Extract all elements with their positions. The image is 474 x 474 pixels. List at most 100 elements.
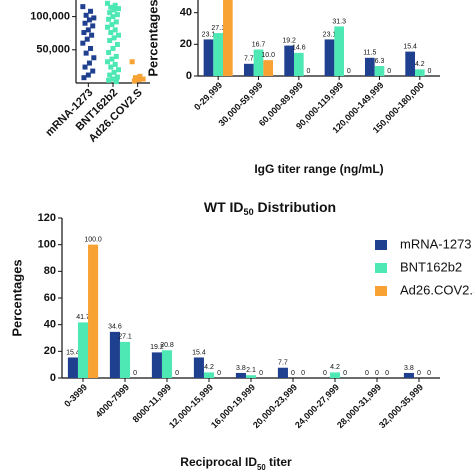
label-part: 50 — [244, 207, 254, 217]
bar — [151, 352, 162, 378]
point — [137, 73, 143, 79]
value-label: 23.1 — [323, 31, 337, 38]
legend-label: Ad26.COV2.S — [400, 282, 474, 297]
bar — [284, 45, 294, 76]
point — [82, 64, 88, 70]
label-part: 50 — [257, 463, 266, 472]
bar — [203, 372, 215, 378]
point — [109, 22, 115, 28]
value-label: 15.4 — [403, 43, 417, 50]
point — [113, 53, 119, 59]
point — [105, 59, 110, 65]
point — [110, 14, 116, 20]
bar — [329, 372, 341, 378]
value-label: 31.3 — [332, 18, 346, 25]
legend-label: BNT162b2 — [400, 259, 462, 274]
bar — [213, 33, 224, 76]
point — [112, 61, 118, 67]
point — [111, 35, 117, 41]
point — [90, 68, 96, 74]
point — [116, 67, 121, 73]
point — [116, 32, 121, 38]
value-label: 20.8 — [160, 342, 174, 349]
bar — [77, 322, 89, 378]
point — [129, 59, 135, 65]
value-label: 4.2 — [415, 61, 425, 68]
point — [80, 4, 86, 10]
point — [108, 30, 114, 36]
value-label: 0 — [343, 370, 347, 377]
point — [108, 64, 114, 70]
value-label: 2.1 — [246, 367, 256, 374]
point — [107, 38, 113, 44]
bar — [253, 49, 264, 76]
y-tick-label: 80 — [44, 265, 56, 277]
point — [106, 16, 112, 22]
bar — [193, 357, 204, 378]
point — [110, 76, 116, 82]
bar — [119, 341, 131, 378]
value-label: 16.7 — [252, 41, 266, 48]
value-label: 41.7 — [76, 314, 90, 321]
legend-swatch — [375, 263, 387, 273]
value-label: 0 — [347, 68, 351, 75]
bar — [223, 0, 233, 76]
point — [116, 6, 121, 12]
value-label: 0 — [365, 370, 369, 377]
label: WT ID50 Distribution — [204, 199, 336, 218]
value-label: 0 — [387, 68, 391, 75]
y-tick-label: 50,000 — [36, 44, 70, 56]
legend-swatch — [375, 286, 387, 296]
y-axis-label: Percentages — [9, 259, 24, 336]
bar — [293, 52, 304, 76]
value-label: 3.8 — [236, 365, 246, 372]
point — [89, 32, 95, 38]
value-label: 4.2 — [330, 364, 340, 371]
x-tick-label: 0-29,999 — [192, 80, 224, 112]
y-tick-label: 120 — [38, 212, 56, 224]
point — [107, 72, 113, 78]
point — [83, 50, 89, 56]
label-part: WT ID — [204, 199, 244, 215]
point — [107, 10, 113, 16]
bar — [374, 66, 385, 76]
point — [91, 55, 97, 61]
value-label: 34.6 — [108, 324, 122, 331]
y-tick-label: 100 — [38, 239, 56, 251]
label-part: Distribution — [254, 199, 336, 215]
point — [105, 24, 110, 30]
point — [106, 77, 112, 83]
value-label: 0 — [323, 370, 327, 377]
bar — [203, 39, 214, 76]
value-label: 100.0 — [84, 237, 102, 244]
value-label: 0 — [259, 370, 263, 377]
x-tick-label: 0-3999 — [62, 382, 89, 409]
y-tick-label: 40 — [180, 7, 192, 19]
bar — [334, 26, 345, 76]
point — [88, 45, 94, 51]
bar — [235, 372, 246, 378]
y-tick-label: 0 — [50, 372, 56, 384]
point — [113, 19, 119, 25]
y-tick-label: 40 — [44, 319, 56, 331]
point — [80, 40, 86, 46]
value-label: 10.0 — [261, 52, 275, 59]
point — [86, 60, 92, 66]
value-label: 0 — [428, 68, 432, 75]
bar — [405, 51, 415, 76]
bar — [67, 357, 78, 378]
point — [114, 41, 120, 47]
y-tick-label: 20 — [44, 345, 56, 357]
point — [111, 7, 117, 13]
point — [82, 20, 88, 26]
point — [131, 78, 137, 84]
value-label: 19.2 — [150, 344, 164, 351]
point — [90, 23, 96, 29]
point — [83, 12, 89, 18]
legend-label: mRNA-1273 — [400, 236, 472, 251]
point — [81, 30, 87, 36]
x-axis-label: IgG titer range (ng/mL) — [254, 162, 383, 176]
bar — [364, 57, 375, 76]
y-axis-label: Percentages — [145, 0, 160, 77]
